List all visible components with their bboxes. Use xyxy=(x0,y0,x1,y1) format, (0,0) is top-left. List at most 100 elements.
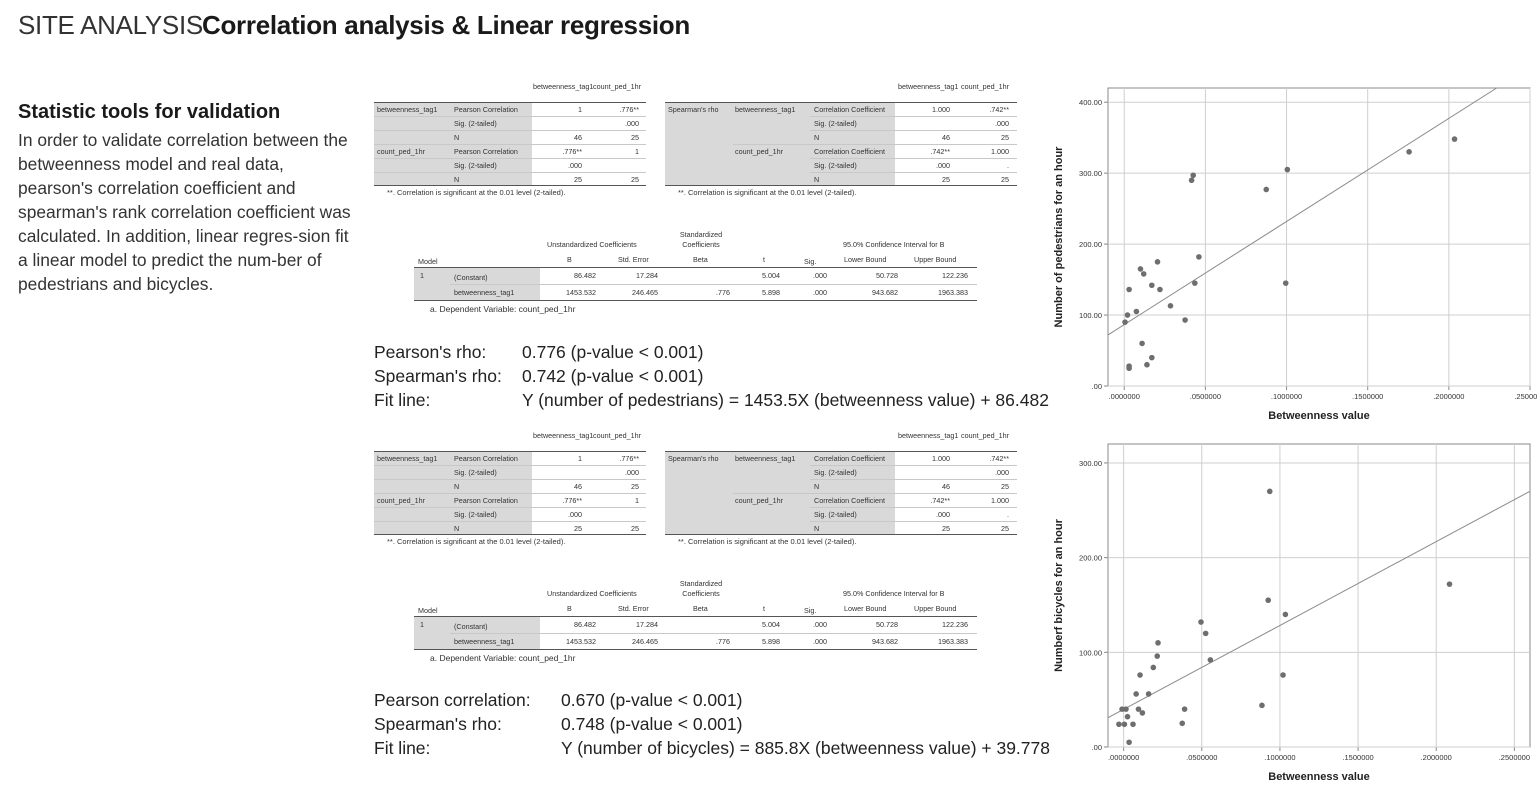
spearman-stat-label: N xyxy=(814,482,820,491)
pearson-cell: .776** xyxy=(619,454,639,463)
coef-header-t: t xyxy=(763,255,765,264)
stat-value: 0.670 (p-value < 0.001) xyxy=(561,690,743,710)
pearson-cell: .776** xyxy=(562,147,582,156)
coef-cell: 1453.532 xyxy=(566,288,596,297)
coef-header-t: t xyxy=(763,604,765,613)
coef-cell: betweenness_tag1 xyxy=(454,288,515,297)
coef-cell: 943.682 xyxy=(872,288,898,297)
stat-label: Pearson correlation: xyxy=(374,690,531,710)
spearman-cell: . xyxy=(1007,510,1009,519)
coef-header-unstd: Unstandardized Coefficients xyxy=(547,240,637,249)
x-tick-label: .2000000 xyxy=(1421,753,1452,762)
data-point xyxy=(1139,340,1145,347)
pearson-note: **. Correlation is significant at the 0.… xyxy=(387,188,566,197)
spearman-stat-label: Sig. (2-tailed) xyxy=(814,161,857,170)
stat-value: 0.748 (p-value < 0.001) xyxy=(561,714,743,734)
pearson-row-label-1: betweenness_tag1 xyxy=(377,105,438,114)
stat-label: Pearson's rho: xyxy=(374,342,487,362)
spearman-stat-label: Sig. (2-tailed) xyxy=(814,119,857,128)
data-point xyxy=(1119,706,1125,712)
data-point xyxy=(1207,657,1214,663)
data-point xyxy=(1144,361,1150,368)
x-tick-label: .1500000 xyxy=(1342,753,1373,762)
spearman-cell: 25 xyxy=(1001,175,1009,184)
coef-header-se: Std. Error xyxy=(618,604,649,613)
data-point xyxy=(1282,280,1289,286)
data-point xyxy=(1154,653,1161,659)
coef-header-b: B xyxy=(567,255,572,264)
spearman-col-header-1: betweenness_tag1 xyxy=(898,82,959,91)
data-point xyxy=(1135,706,1142,712)
y-tick-label: 100.00 xyxy=(1079,648,1102,657)
spearman-cell: 25 xyxy=(942,524,950,533)
coef-header-model: Model xyxy=(418,606,438,615)
spearman-cell: 1.000 xyxy=(991,496,1009,505)
pearson-cell: .776** xyxy=(619,105,639,114)
spearman-row-label-2: count_ped_1hr xyxy=(735,496,783,505)
coef-model-number: 1 xyxy=(420,271,424,280)
coef-cell: betweenness_tag1 xyxy=(454,637,515,646)
y-tick-label: 200.00 xyxy=(1079,554,1102,563)
pearson-stat-label: N xyxy=(454,482,460,491)
data-point xyxy=(1126,286,1132,293)
coef-header-beta: Beta xyxy=(693,604,708,613)
coef-cell: 122.236 xyxy=(942,271,968,280)
plot-area xyxy=(1107,443,1531,748)
coef-cell: 5.004 xyxy=(762,620,780,629)
spearman-cell: . xyxy=(1007,161,1009,170)
data-point xyxy=(1181,706,1188,712)
y-tick-label: 300.00 xyxy=(1079,169,1102,178)
data-point xyxy=(1140,271,1147,277)
spearman-cell: 25 xyxy=(1001,482,1009,491)
spearman-stat-label: N xyxy=(814,175,820,184)
coef-cell: 86.482 xyxy=(574,271,596,280)
spearman-stat-label: Sig. (2-tailed) xyxy=(814,510,857,519)
coef-header-ci: 95.0% Confidence Interval for B xyxy=(843,589,945,598)
pedestrian-scatter-chart: .0000000 .0500000 .1000000 .1500000 .2000000… xyxy=(1053,87,1537,422)
spearman-cell: 25 xyxy=(942,175,950,184)
data-point xyxy=(1406,149,1412,155)
data-point xyxy=(1155,640,1161,646)
data-point xyxy=(1149,282,1155,289)
coef-cell: .776 xyxy=(716,637,730,646)
coef-cell: 1453.532 xyxy=(566,637,596,646)
x-axis-label: Betweenness value xyxy=(1268,771,1370,783)
y-tick-label: 100.00 xyxy=(1079,311,1102,320)
spearman-cell: .000 xyxy=(936,161,950,170)
y-tick-label: 300.00 xyxy=(1079,459,1102,468)
y-tick-label: .00 xyxy=(1092,743,1102,752)
coef-header-sig: Sig. xyxy=(804,606,817,615)
data-point xyxy=(1154,259,1161,265)
data-point xyxy=(1139,710,1146,716)
data-point xyxy=(1259,702,1265,709)
x-tick-label: .0500000 xyxy=(1190,392,1221,401)
data-point xyxy=(1265,597,1272,604)
coef-header-unstd: Unstandardized Coefficients xyxy=(547,589,637,598)
coef-cell: 50.728 xyxy=(876,620,898,629)
spearman-cell: 46 xyxy=(942,482,950,491)
x-tick-label: .1000000 xyxy=(1271,392,1302,401)
coef-header-ci: 95.0% Confidence Interval for B xyxy=(843,240,945,249)
coef-cell: 86.482 xyxy=(574,620,596,629)
y-tick-label: .00 xyxy=(1092,382,1102,391)
spearman-cell: .742** xyxy=(989,105,1009,114)
x-tick-label: .2000000 xyxy=(1433,392,1464,401)
pearson-stat-label: Sig. (2-tailed) xyxy=(454,161,497,170)
pearson-stat-label: Pearson Correlation xyxy=(454,147,518,156)
coef-cell: 50.728 xyxy=(876,271,898,280)
spearman-cell: 25 xyxy=(1001,133,1009,142)
pearson-col-header-1: betweenness_tag1 xyxy=(533,431,594,440)
y-tick-label: 400.00 xyxy=(1079,98,1102,107)
x-axis-label: Betweenness value xyxy=(1268,410,1370,422)
x-tick-label: .1500000 xyxy=(1352,392,1383,401)
spearman-col-header-1: betweenness_tag1 xyxy=(898,431,959,440)
spearman-cell: .000 xyxy=(995,119,1009,128)
y-axis-label: Number of pedestrians for an hour xyxy=(1053,146,1065,328)
sidebar-body: In order to validate correlation between… xyxy=(18,130,351,294)
stat-label: Fit line: xyxy=(374,738,431,758)
pearson-stat-label: N xyxy=(454,175,460,184)
pearson-col-header-1: betweenness_tag1 xyxy=(533,82,594,91)
pearson-cell: 1 xyxy=(635,496,639,505)
pearson-cell: 1 xyxy=(635,147,639,156)
spearman-note: **. Correlation is significant at the 0.… xyxy=(678,537,857,546)
